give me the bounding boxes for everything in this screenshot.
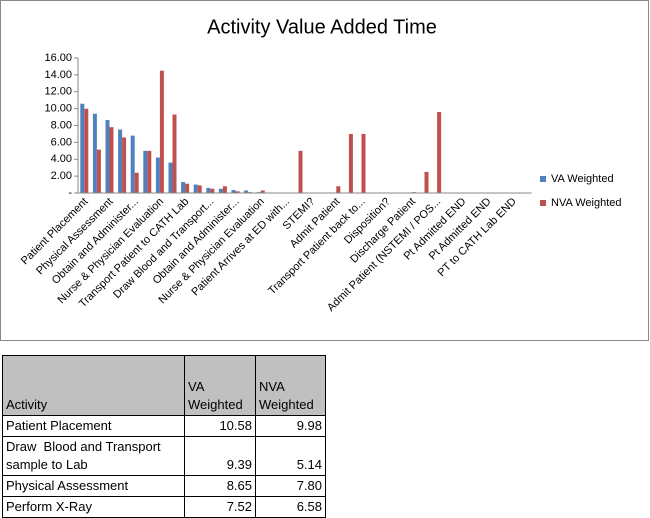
bar	[219, 189, 223, 193]
table-cell: 5.14	[256, 437, 326, 476]
y-tick-label: -	[68, 187, 72, 199]
bar	[106, 120, 110, 193]
table-cell: Patient Placement	[3, 416, 185, 437]
bar	[122, 137, 126, 193]
bar	[118, 130, 122, 193]
chart: Activity Value Added Time - 2.00 4.00 6.00 8…	[0, 0, 650, 345]
legend-label: NVA Weighted	[551, 197, 622, 209]
bar	[206, 188, 210, 193]
bar	[181, 182, 185, 193]
bar	[198, 185, 202, 193]
bar	[425, 172, 429, 193]
bar	[210, 189, 214, 193]
table-cell: Perform X-Ray	[3, 497, 185, 518]
bar	[299, 151, 303, 193]
table-cell: 7.80	[256, 476, 326, 497]
y-tick-label: 6.00	[51, 136, 72, 148]
table-cell: 6.58	[256, 497, 326, 518]
bar	[93, 114, 97, 193]
y-tick-label: 12.00	[44, 86, 72, 98]
bar	[194, 185, 198, 193]
table-cell: Draw Blood and Transport sample to Lab	[3, 437, 185, 476]
bar	[336, 186, 340, 193]
bar	[160, 71, 164, 193]
table-cell: 9.98	[256, 416, 326, 437]
bar	[223, 186, 227, 193]
table-cell: 7.52	[185, 497, 256, 518]
bar	[84, 109, 88, 193]
y-tick-label: 16.00	[44, 52, 72, 64]
header-cell: NVA Weighted	[256, 356, 326, 416]
table-cell: 8.65	[185, 476, 256, 497]
chart-title: Activity Value Added Time	[207, 16, 437, 38]
table-cell: 9.39	[185, 437, 256, 476]
y-tick-label: 10.00	[44, 103, 72, 115]
bar	[135, 173, 139, 193]
bar	[143, 151, 147, 193]
bar	[131, 136, 135, 193]
legend-swatch	[540, 176, 546, 182]
legend-label: VA Weighted	[551, 173, 614, 185]
y-tick-label: 4.00	[51, 153, 72, 165]
y-tick-label: 14.00	[44, 69, 72, 81]
bar	[110, 127, 114, 193]
bar	[437, 112, 441, 193]
table-cell: Physical Assessment	[3, 476, 185, 497]
y-tick-label: 2.00	[51, 170, 72, 182]
legend-swatch	[540, 200, 546, 206]
bar	[185, 184, 189, 193]
bar	[362, 134, 366, 193]
bar	[169, 163, 173, 193]
bar	[173, 115, 177, 193]
header-cell: Activity	[3, 356, 185, 416]
bar	[147, 151, 151, 193]
bar	[80, 104, 84, 193]
bar	[97, 150, 101, 193]
y-tick-label: 8.00	[51, 119, 72, 131]
bar	[156, 158, 160, 193]
table-cell: 10.58	[185, 416, 256, 437]
header-cell: VA Weighted	[185, 356, 256, 416]
bar	[349, 134, 353, 193]
